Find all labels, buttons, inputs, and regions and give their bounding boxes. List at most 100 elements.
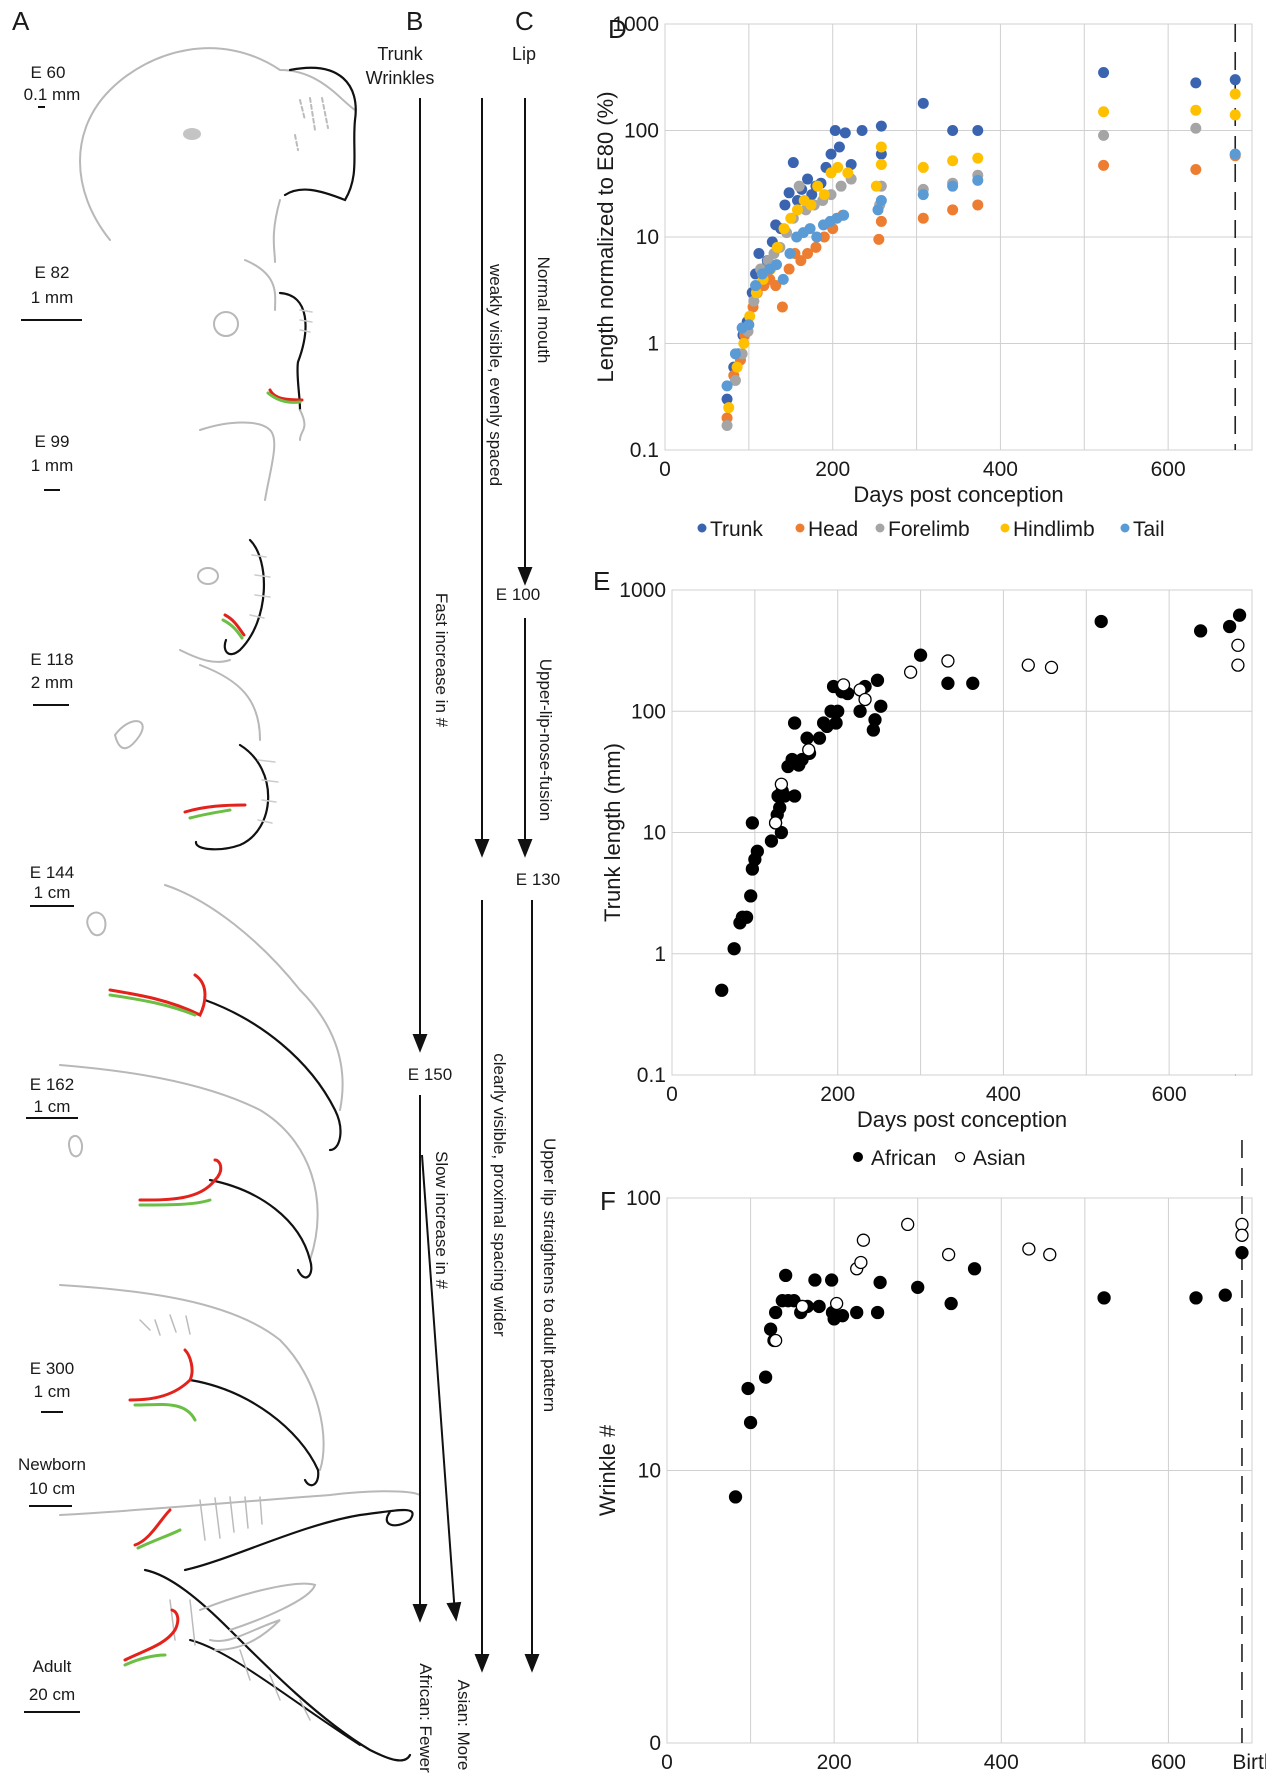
x-tick-label: 400 xyxy=(983,458,1018,481)
data-point-hindlimb xyxy=(818,189,830,201)
legend-label: Trunk xyxy=(710,518,763,541)
data-point-asian xyxy=(1044,660,1059,675)
legend-marker xyxy=(697,523,707,533)
data-point-african xyxy=(944,1296,958,1311)
data-point-hindlimb xyxy=(785,212,797,224)
data-point-african xyxy=(812,731,827,745)
data-point-asian xyxy=(1235,1228,1249,1242)
normal-mouth-label: Normal mouth xyxy=(534,257,553,364)
y-tick-label: 100 xyxy=(626,1187,661,1210)
data-point-african xyxy=(967,1262,982,1276)
timeline-e100: E 100 xyxy=(496,585,540,604)
x-tick-label: 0 xyxy=(666,1083,678,1106)
clearly-visible-label: clearly visible, proximal spacing wider xyxy=(490,1053,509,1337)
data-point-tail xyxy=(771,259,783,271)
data-point-african xyxy=(727,942,741,956)
x-tick-label: 200 xyxy=(817,1751,852,1774)
y-tick-label: 0 xyxy=(649,1732,661,1755)
data-point-hindlimb xyxy=(1229,109,1241,121)
data-point-tail xyxy=(811,231,823,243)
data-point-asian xyxy=(802,743,816,757)
data-point-hindlimb xyxy=(731,361,743,373)
data-point-african xyxy=(1094,614,1108,629)
data-point-tail xyxy=(729,348,741,360)
data-point-hindlimb xyxy=(832,161,844,173)
data-point-african xyxy=(744,889,758,903)
data-point-tail xyxy=(804,223,816,235)
y-axis-title: Length normalized to E80 (%) xyxy=(593,91,618,382)
y-tick-label: 1000 xyxy=(619,579,666,602)
legend-label: Asian xyxy=(973,1147,1026,1170)
timeline-c-title: Lip xyxy=(512,44,536,64)
data-point-african xyxy=(800,731,814,745)
data-point-trunk xyxy=(1190,77,1202,89)
stage-scale: 0.1 mm xyxy=(24,85,81,104)
data-point-trunk xyxy=(856,125,868,136)
data-point-tail xyxy=(750,280,762,292)
data-point-african xyxy=(873,1275,887,1290)
panel-letter-c: C xyxy=(515,6,534,36)
stage-scale: 1 cm xyxy=(34,1097,71,1116)
african-fewer-label: African: Fewer xyxy=(416,1663,435,1773)
legend-marker xyxy=(954,1151,966,1163)
panel-letter-a: A xyxy=(12,6,30,36)
data-point-african xyxy=(874,699,888,713)
data-point-african xyxy=(808,1273,822,1287)
y-tick-label: 10 xyxy=(638,1460,661,1483)
data-point-asian xyxy=(1022,1242,1036,1256)
data-point-trunk xyxy=(825,148,837,160)
y-tick-label: 1 xyxy=(647,333,659,356)
data-point-tail xyxy=(784,247,796,259)
data-point-hindlimb xyxy=(842,167,854,179)
data-point-forelimb xyxy=(729,374,741,386)
data-point-asian xyxy=(768,816,783,830)
data-point-hindlimb xyxy=(778,223,790,235)
data-point-asian xyxy=(830,1296,844,1311)
data-point-trunk xyxy=(833,141,845,153)
data-point-head xyxy=(795,255,807,267)
chart-e: 0 200 400 600 0.1 1 10 100 1000 Days post concept… xyxy=(600,579,1253,1132)
data-point-trunk xyxy=(802,173,814,185)
data-point-african xyxy=(743,1415,758,1430)
y-axis-title: Trunk length (mm) xyxy=(600,743,625,922)
data-point-tail xyxy=(875,195,887,207)
stage-scale: 1 mm xyxy=(31,288,74,307)
data-point-tail xyxy=(972,174,984,186)
data-point-african xyxy=(911,1280,925,1295)
x-axis-title: Days post conception xyxy=(857,1107,1067,1132)
data-point-african xyxy=(1232,608,1247,622)
legend-marker xyxy=(853,1152,863,1162)
data-point-head xyxy=(783,263,795,275)
stage-scale: 10 cm xyxy=(29,1479,75,1498)
y-tick-label: 1000 xyxy=(612,13,659,36)
upper-lip-label: Upper lip straightens to adult pattern xyxy=(540,1138,559,1412)
data-point-asian xyxy=(836,678,851,692)
plot-frame xyxy=(666,1197,1253,1744)
stage-label: Newborn xyxy=(18,1455,86,1474)
timeline-b-title: Wrinkles xyxy=(366,68,435,88)
data-point-asian xyxy=(768,1333,783,1348)
data-point-trunk xyxy=(787,157,799,169)
data-point-african xyxy=(812,1299,826,1314)
data-point-trunk xyxy=(829,125,841,136)
data-point-african xyxy=(870,673,885,687)
data-point-african xyxy=(745,816,760,830)
data-point-head xyxy=(1190,164,1202,176)
data-point-head xyxy=(1098,159,1110,171)
data-point-trunk xyxy=(1229,74,1241,86)
data-point-tail xyxy=(743,319,755,331)
stage-scale: 1 cm xyxy=(34,883,71,902)
data-point-hindlimb xyxy=(947,155,959,167)
data-point-asian xyxy=(1043,1247,1057,1262)
data-point-african xyxy=(768,1305,783,1320)
data-point-african xyxy=(787,716,802,730)
data-point-tail xyxy=(777,273,789,285)
data-point-asian xyxy=(941,654,955,668)
data-point-african xyxy=(835,1309,850,1323)
data-point-african xyxy=(1193,624,1208,638)
data-point-hindlimb xyxy=(875,141,887,153)
x-tick-label: 200 xyxy=(820,1083,855,1106)
data-point-head xyxy=(810,241,822,253)
embryo-drawings xyxy=(59,47,421,1762)
timeline-e150: E 150 xyxy=(408,1065,452,1084)
